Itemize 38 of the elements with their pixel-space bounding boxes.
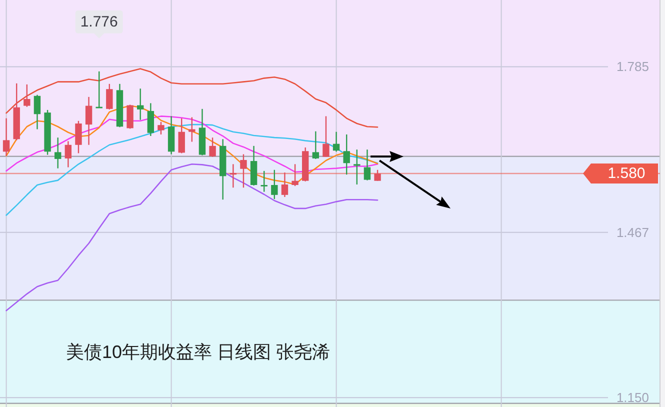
- candlestick: [137, 88, 144, 120]
- candlestick: [209, 136, 216, 158]
- candlestick: [332, 131, 340, 152]
- line-series: [6, 164, 378, 312]
- candlestick: [271, 169, 278, 200]
- candlestick: [250, 145, 258, 186]
- candlestick: [158, 121, 164, 136]
- candlestick: [126, 104, 134, 130]
- candlestick: [64, 140, 72, 168]
- candlestick: [2, 118, 10, 156]
- candlestick: [54, 136, 62, 169]
- candlestick: [364, 148, 371, 181]
- candlestick: [260, 170, 268, 192]
- candlestick: [75, 120, 82, 154]
- candlestick: [354, 148, 360, 186]
- candlestick: [147, 102, 154, 137]
- y-tick-label: 1.467: [616, 224, 649, 240]
- candlestick: [322, 116, 330, 158]
- y-tick-label: 1.785: [616, 59, 649, 74]
- y-tick-label: 1.150: [616, 390, 649, 406]
- annotation: 美债10年期收益率 日线图 张尧浠: [66, 342, 330, 362]
- candlestick: [178, 118, 185, 154]
- line-series: [6, 105, 378, 186]
- candlestick: [106, 83, 113, 110]
- annotation: 1.776: [80, 13, 118, 30]
- candlestick: [34, 94, 41, 130]
- candlestick: [188, 116, 196, 142]
- candlestick: [374, 169, 381, 182]
- candlestick: [312, 130, 320, 160]
- candlestick: [240, 154, 247, 188]
- candlestick: [230, 164, 237, 188]
- candlestick: [24, 84, 30, 108]
- ref-line-label: 1.580: [608, 165, 646, 182]
- candlestick: [292, 164, 298, 187]
- candlestick: [281, 172, 288, 198]
- line-series: [6, 68, 378, 128]
- candlestick: [343, 134, 350, 176]
- candlestick: [85, 96, 92, 146]
